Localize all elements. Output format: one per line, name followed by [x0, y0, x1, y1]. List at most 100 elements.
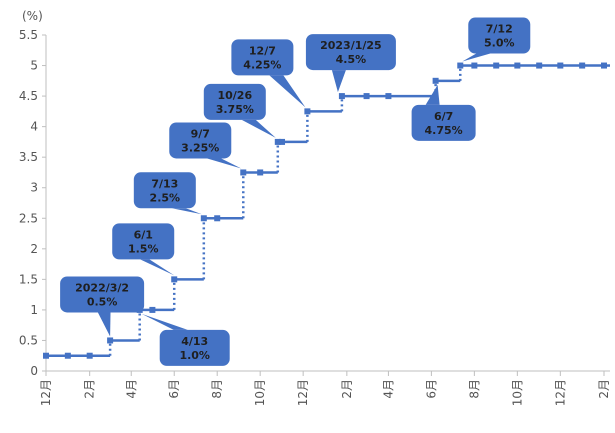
series-marker — [457, 62, 464, 69]
callout: 10/263.75% — [203, 83, 276, 138]
callout-pointer — [241, 119, 276, 138]
x-tick-label: 2月 — [597, 379, 611, 399]
callout-rate-label: 3.25% — [181, 141, 219, 154]
x-tick-label: 6月 — [424, 379, 438, 399]
callout-date-label: 7/12 — [486, 23, 513, 36]
callout: 6/11.5% — [112, 223, 175, 276]
series-marker — [579, 62, 586, 69]
x-tick-label: 8月 — [210, 379, 224, 399]
series-marker — [240, 169, 247, 176]
callout-rate-label: 4.75% — [425, 124, 463, 137]
callout-date-label: 12/7 — [249, 44, 276, 57]
series-marker — [385, 93, 392, 100]
callout: 12/74.25% — [231, 39, 306, 108]
series-marker — [514, 62, 521, 69]
x-tick-label: 6月 — [167, 379, 181, 399]
callout-box — [305, 34, 396, 71]
series-marker — [64, 352, 71, 359]
callout-rate-label: 5.0% — [484, 37, 515, 50]
series-marker — [214, 215, 221, 222]
y-tick-label: 5.5 — [19, 28, 38, 42]
callout-box — [112, 223, 175, 260]
y-tick-label: 3 — [30, 181, 38, 195]
series-marker — [107, 337, 114, 344]
axes-layer: (%) 0 0.5 1 1.5 2 2.5 3 3.5 4 4.5 5 5.5 12月 2月 4月 6月 8月 10… — [19, 9, 611, 406]
series-marker — [171, 276, 178, 283]
series-marker — [304, 108, 311, 115]
callout: 2023/1/254.5% — [305, 34, 396, 93]
callout-pointer — [141, 313, 188, 330]
series-marker — [601, 62, 607, 69]
callout-date-label: 2022/3/2 — [75, 281, 129, 294]
callout-pointer — [97, 312, 111, 337]
callout: 7/132.5% — [133, 172, 202, 215]
series-marker — [257, 169, 264, 176]
y-tick-label: 1.5 — [19, 272, 38, 286]
x-tick-label: 2月 — [83, 379, 97, 399]
callout-date-label: 2023/1/25 — [320, 39, 382, 52]
y-tick-label: 3.5 — [19, 150, 38, 164]
callout-rate-label: 4.25% — [243, 58, 281, 71]
x-tick-label: 10月 — [510, 379, 524, 406]
y-tick-label: 0 — [30, 364, 38, 378]
callout-rate-label: 4.5% — [336, 53, 367, 66]
callout-rate-label: 2.5% — [150, 191, 181, 204]
x-tick-label: 12月 — [296, 379, 310, 406]
series-marker — [200, 215, 207, 222]
series-marker — [363, 93, 370, 100]
series-marker — [149, 306, 156, 313]
x-tick-label: 8月 — [467, 379, 481, 399]
callout-date-label: 9/7 — [191, 127, 210, 140]
callout-box — [159, 329, 230, 366]
callout-rate-label: 0.5% — [87, 295, 118, 308]
series-marker — [471, 62, 478, 69]
callout-pointer — [171, 208, 202, 215]
callout-box — [231, 39, 294, 76]
callout-pointer — [331, 70, 346, 93]
y-tick-label: 4.5 — [19, 89, 38, 103]
callout: 2022/3/20.5% — [60, 276, 145, 337]
callout-date-label: 6/1 — [134, 228, 153, 241]
callout-box — [169, 122, 232, 159]
series-marker — [279, 138, 286, 145]
series-marker — [274, 138, 281, 145]
callout-rate-label: 1.0% — [179, 349, 210, 362]
x-tick-label: 4月 — [124, 379, 138, 399]
series-marker — [493, 62, 500, 69]
callout-rate-label: 1.5% — [128, 242, 159, 255]
callout-pointer — [462, 53, 491, 62]
series-marker — [557, 62, 564, 69]
callout: 9/73.25% — [169, 122, 242, 169]
series-layer — [43, 62, 610, 359]
x-tick-label: 12月 — [553, 379, 567, 406]
y-unit-label: (%) — [22, 9, 43, 23]
callout-pointer — [207, 158, 242, 169]
series-marker — [86, 352, 93, 359]
series-marker — [536, 62, 543, 69]
callout: 7/125.0% — [462, 17, 531, 62]
callout-pointer — [425, 84, 440, 105]
callout-pointer — [140, 259, 175, 276]
callout-box — [468, 17, 531, 54]
y-tick-label: 2 — [30, 242, 38, 256]
x-tick-label: 4月 — [381, 379, 395, 399]
series-marker — [432, 77, 439, 84]
y-tick-label: 1 — [30, 303, 38, 317]
callout-date-label: 4/13 — [181, 335, 208, 348]
series-marker — [338, 93, 345, 100]
callouts-layer: 2022/3/20.5%4/131.0%6/11.5%7/132.5%9/73.… — [60, 17, 531, 366]
callout-box — [60, 276, 145, 313]
callout-box — [411, 104, 476, 141]
callout-date-label: 6/7 — [434, 110, 453, 123]
x-tick-label: 2月 — [340, 379, 354, 399]
callout-box — [203, 83, 266, 120]
callout-date-label: 7/13 — [151, 177, 178, 190]
callout-rate-label: 3.75% — [216, 103, 254, 116]
x-tick-label: 10月 — [253, 379, 267, 406]
callout-date-label: 10/26 — [217, 89, 252, 102]
y-tick-label: 0.5 — [19, 333, 38, 347]
y-tick-label: 5 — [30, 59, 38, 73]
callout-pointer — [269, 75, 306, 108]
